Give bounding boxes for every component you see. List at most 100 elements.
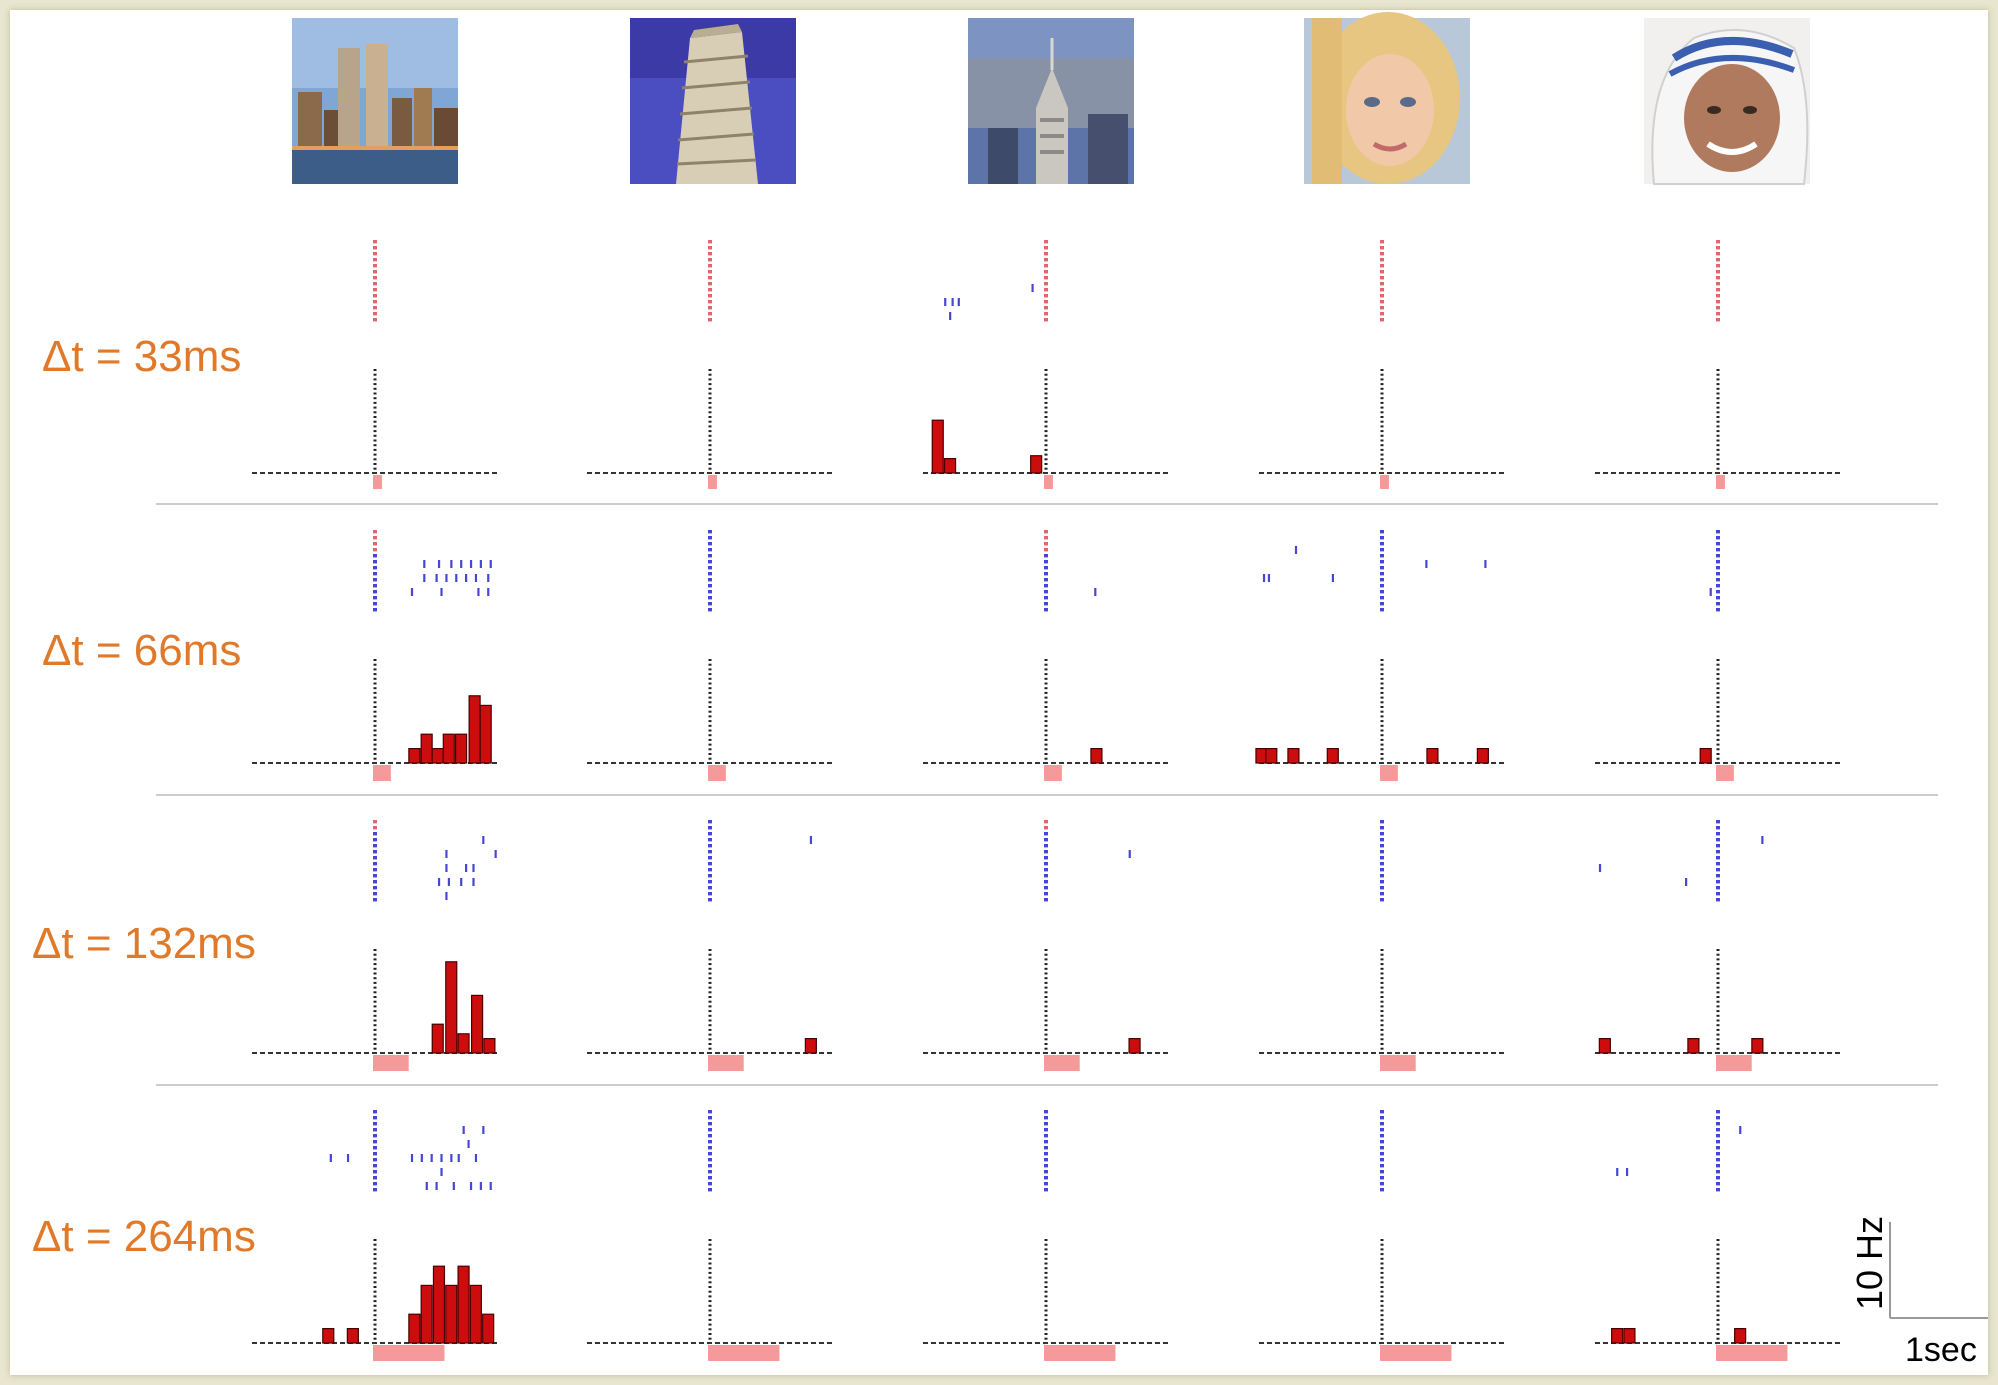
histogram-onset-dot [373, 706, 377, 708]
raster-onset-tick [373, 246, 377, 250]
raster-onset-tick [1380, 252, 1384, 256]
histogram-onset-dot [373, 416, 377, 418]
raster-onset-tick [1044, 312, 1048, 316]
raster-onset-tick [708, 282, 712, 286]
histogram-bar [1030, 455, 1043, 474]
histogram-onset-dot [1716, 1024, 1720, 1027]
histogram-onset-dot [373, 1005, 377, 1008]
histogram-onset-dot [1716, 383, 1720, 386]
raster-onset-tick [1716, 560, 1720, 564]
raster-onset-tick [1044, 584, 1048, 588]
histogram-bar [346, 1327, 359, 1344]
cell-r2-c4 [1255, 530, 1505, 781]
histogram-onset-dot [373, 1300, 377, 1303]
histogram-bar [322, 1327, 335, 1344]
raster-onset-tick [1380, 258, 1384, 262]
raster-spike [435, 574, 438, 582]
raster-onset-tick [708, 844, 712, 848]
raster-spike [469, 1182, 473, 1190]
histogram-onset-dot [1380, 1248, 1384, 1251]
histogram-onset-dot [1380, 430, 1384, 433]
raster-onset-tick [1044, 1182, 1048, 1186]
histogram-onset-dot [1380, 1328, 1384, 1331]
raster-spike [440, 1154, 443, 1162]
raster-onset-tick [1380, 536, 1384, 540]
histogram-onset-dot [708, 406, 712, 409]
raster-onset-tick [708, 1146, 712, 1150]
histogram-onset-dot [708, 668, 712, 671]
raster-onset-tick [1044, 838, 1048, 842]
raster-onset-tick [373, 844, 377, 848]
histogram-onset-dot [1380, 1276, 1384, 1279]
histogram-onset-dot [1044, 1304, 1048, 1307]
raster-onset-tick [708, 892, 712, 896]
histogram-onset-dot [1716, 949, 1720, 951]
raster-onset-tick [1716, 548, 1720, 552]
histogram-onset-dot [1380, 1323, 1384, 1326]
raster-onset-tick [708, 608, 712, 612]
raster-onset-tick [708, 596, 712, 600]
raster-spike [951, 298, 954, 306]
histogram-onset-dot [1044, 977, 1048, 980]
raster-onset-tick [708, 826, 712, 830]
raster-onset-tick [373, 1140, 377, 1144]
histogram-onset-dot [373, 1290, 377, 1293]
raster-onset-tick [708, 246, 712, 250]
histogram-onset-dot [373, 383, 377, 386]
histogram-onset-dot [1716, 715, 1720, 718]
histogram-onset-dot [373, 1295, 377, 1298]
stimulus-marker [1380, 1055, 1416, 1071]
raster-onset-tick [373, 1164, 377, 1168]
histogram-onset-dot [708, 1271, 712, 1274]
raster-onset-tick [1716, 312, 1720, 316]
raster-onset-tick [1716, 1122, 1720, 1126]
histogram-onset-dot [373, 1038, 377, 1041]
histogram-onset-dot [1716, 1276, 1720, 1279]
raster-onset-tick [1380, 874, 1384, 878]
raster-onset-tick [708, 880, 712, 884]
raster-onset-tick [708, 602, 712, 606]
raster-onset-tick [1044, 826, 1048, 830]
raster-spike [487, 588, 490, 596]
histogram-onset-dot [373, 691, 377, 694]
raster-onset-tick [708, 530, 712, 534]
raster-onset-tick [1716, 1176, 1720, 1180]
histogram-onset-dot [1380, 439, 1384, 442]
raster-onset-tick [708, 300, 712, 304]
raster-onset-tick [1380, 1170, 1384, 1174]
raster-onset-tick [1716, 288, 1720, 292]
raster-onset-tick [373, 312, 377, 316]
histogram-onset-dot [708, 1290, 712, 1293]
raster-onset-tick [373, 596, 377, 600]
histogram-onset-dot [1716, 1300, 1720, 1303]
raster-onset-tick [373, 856, 377, 860]
histogram-onset-dot [1716, 378, 1720, 381]
raster-spike [1262, 574, 1266, 582]
histogram-onset-dot [373, 1010, 377, 1013]
histogram-onset-dot [708, 1047, 712, 1050]
raster-spike [450, 560, 453, 568]
raster-onset-tick [1380, 880, 1384, 884]
histogram-onset-dot [1716, 673, 1720, 676]
raster-onset-tick [708, 548, 712, 552]
histogram-onset-dot [373, 1014, 377, 1017]
raster-onset-tick [708, 1134, 712, 1138]
stimulus-marker [373, 1345, 445, 1361]
histogram-onset-dot [1044, 1253, 1048, 1256]
raster-onset-tick [1380, 1140, 1384, 1144]
stimulus-marker [708, 1055, 744, 1071]
histogram-onset-dot [1716, 659, 1720, 661]
raster-spike [329, 1154, 332, 1162]
histogram-onset-dot [1716, 373, 1720, 376]
raster-onset-tick [373, 530, 377, 534]
stimulus-marker [1716, 1055, 1752, 1071]
histogram-onset-dot [373, 1314, 377, 1317]
histogram-onset-dot [1044, 696, 1048, 699]
histogram-onset-dot [1044, 1043, 1048, 1045]
histogram-onset-dot [373, 753, 377, 755]
stimulus-marker [708, 475, 717, 489]
histogram-onset-dot [373, 981, 377, 984]
raster-onset-tick [708, 856, 712, 860]
stimulus-marker [708, 1345, 780, 1361]
histogram-onset-dot [708, 387, 712, 390]
